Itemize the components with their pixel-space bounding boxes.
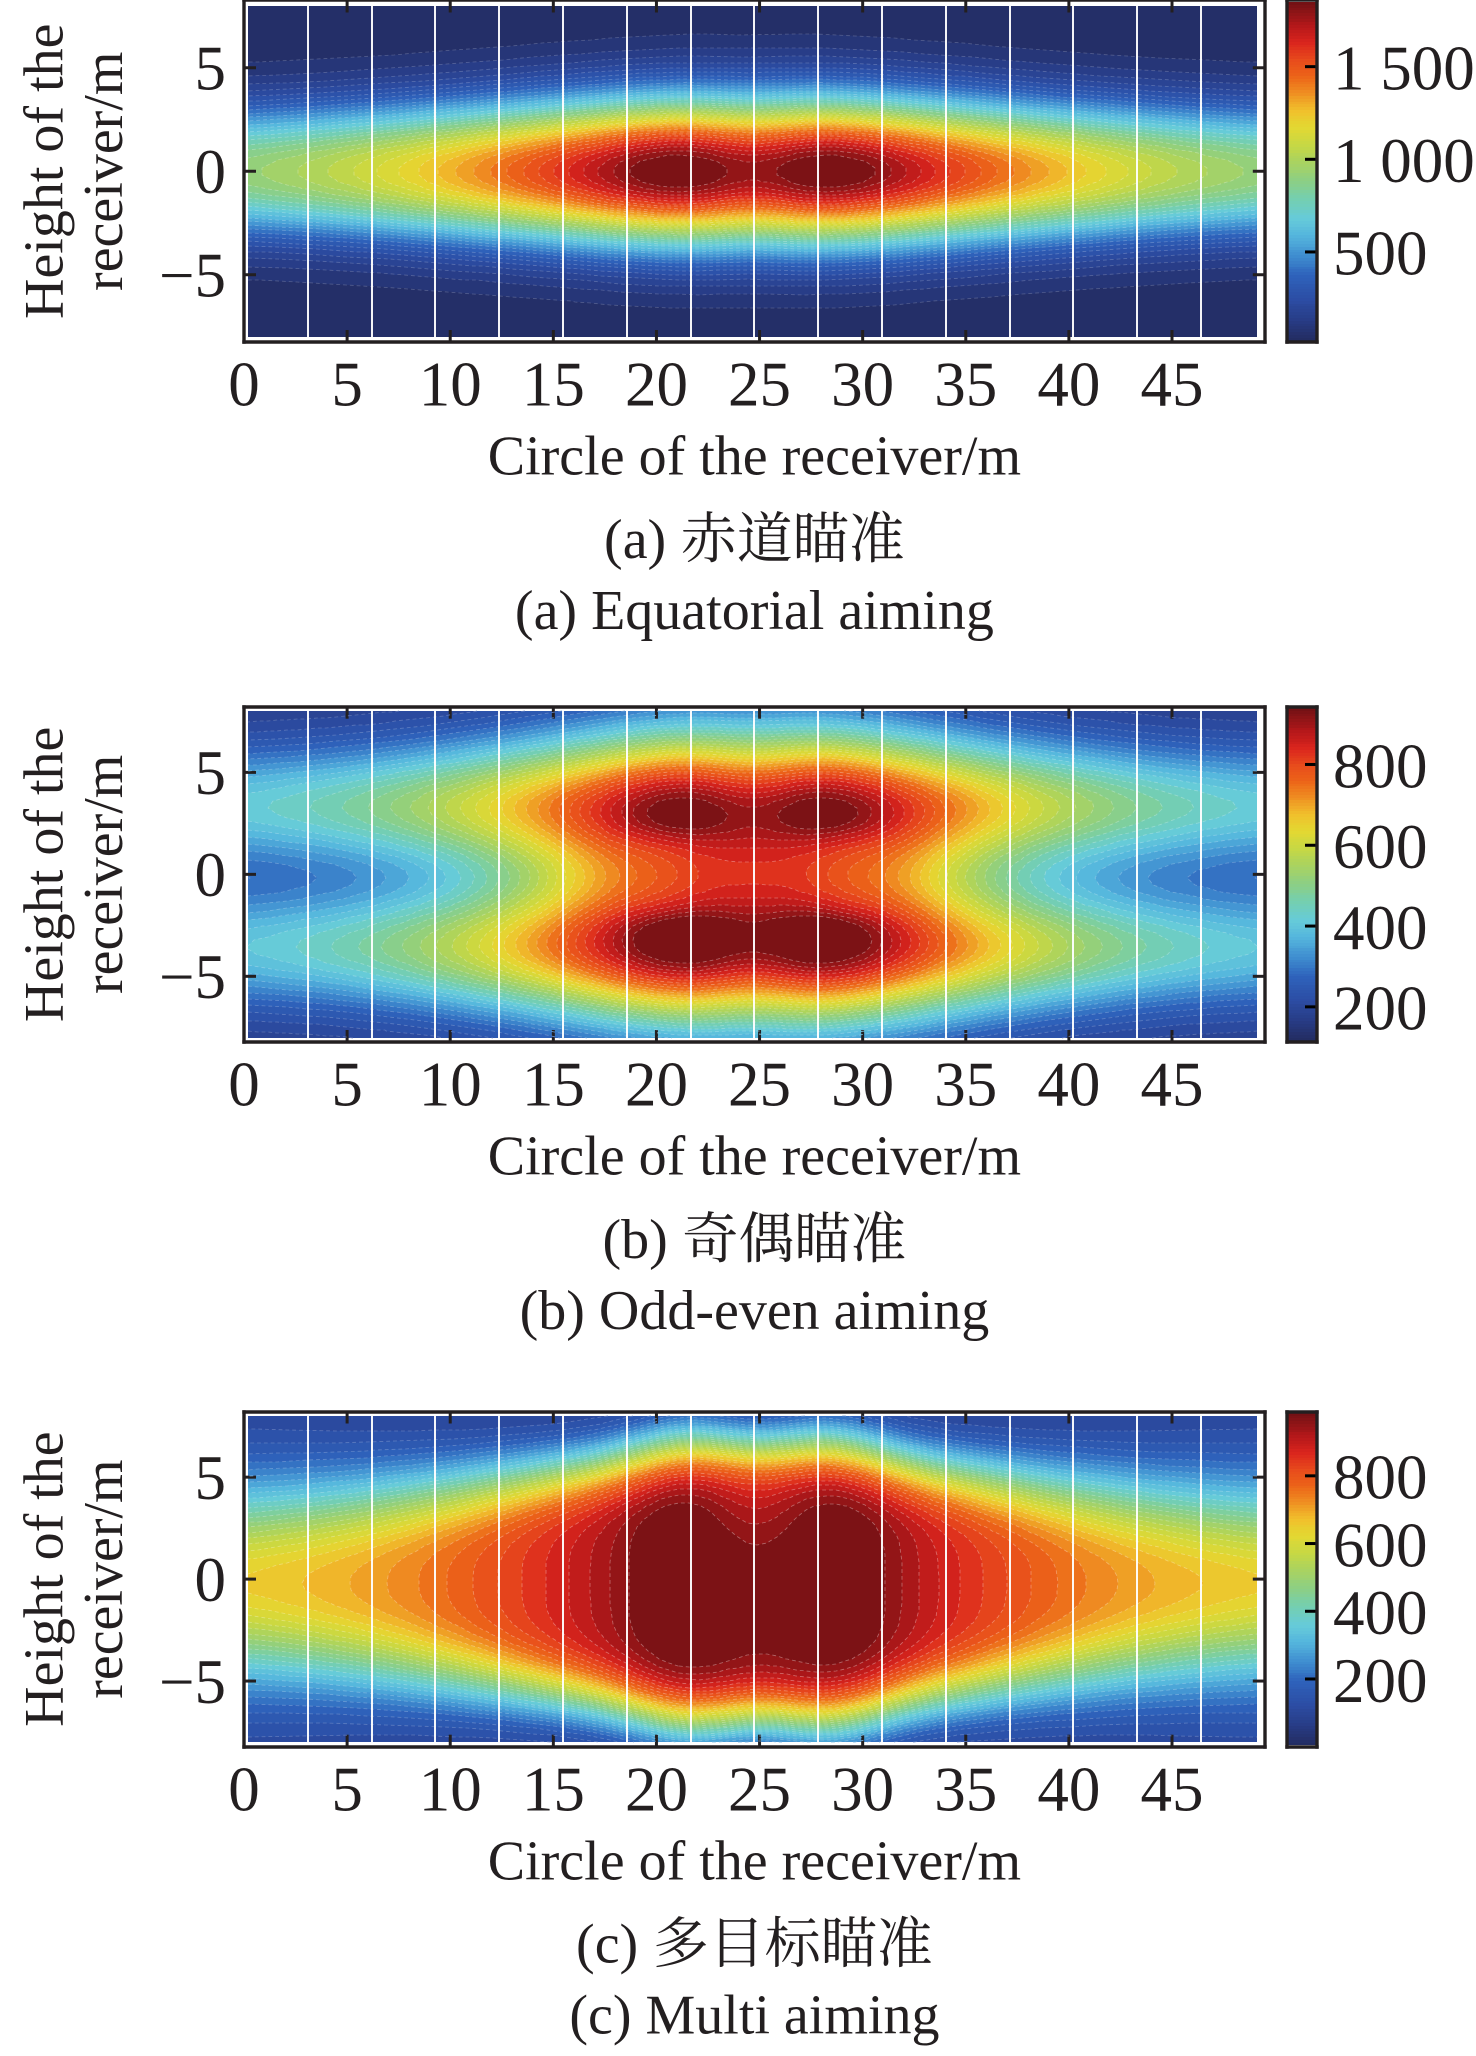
svg-text:800: 800 — [1333, 1443, 1428, 1513]
svg-text:10: 10 — [419, 1754, 482, 1824]
svg-text:40: 40 — [1037, 350, 1100, 420]
svg-text:35: 35 — [934, 350, 997, 420]
svg-text:10: 10 — [419, 1050, 482, 1120]
svg-text:600: 600 — [1333, 1510, 1428, 1580]
svg-text:20: 20 — [625, 1754, 688, 1824]
svg-text:5: 5 — [195, 34, 227, 104]
svg-text:Height of the: Height of the — [14, 24, 76, 319]
svg-text:40: 40 — [1037, 1754, 1100, 1824]
svg-text:15: 15 — [522, 1754, 585, 1824]
svg-text:1 500: 1 500 — [1333, 33, 1475, 103]
svg-text:0: 0 — [228, 1754, 260, 1824]
svg-text:45: 45 — [1141, 1050, 1204, 1120]
svg-text:25: 25 — [728, 1050, 791, 1120]
svg-text:35: 35 — [934, 1050, 997, 1120]
svg-text:−5: −5 — [159, 1647, 226, 1717]
svg-text:5: 5 — [331, 1754, 363, 1824]
svg-text:5: 5 — [195, 738, 227, 808]
svg-text:5: 5 — [331, 350, 363, 420]
svg-text:35: 35 — [934, 1754, 997, 1824]
svg-text:800: 800 — [1333, 731, 1428, 801]
svg-text:15: 15 — [522, 1050, 585, 1120]
svg-text:−5: −5 — [159, 241, 226, 311]
svg-text:Circle of the receiver/m: Circle of the receiver/m — [488, 1830, 1021, 1892]
svg-text:0: 0 — [195, 137, 227, 207]
svg-text:−5: −5 — [159, 942, 226, 1012]
svg-text:0: 0 — [195, 1545, 227, 1615]
svg-text:(a): (a) — [604, 509, 666, 571]
svg-text:5: 5 — [331, 1050, 363, 1120]
svg-text:Circle of the receiver/m: Circle of the receiver/m — [488, 426, 1021, 488]
svg-text:(b): (b) — [602, 1209, 667, 1271]
svg-text:0: 0 — [195, 840, 227, 910]
svg-text:20: 20 — [625, 350, 688, 420]
svg-text:45: 45 — [1141, 1754, 1204, 1824]
svg-text:600: 600 — [1333, 812, 1428, 882]
svg-text:0: 0 — [228, 1050, 260, 1120]
svg-text:200: 200 — [1333, 1646, 1428, 1716]
svg-text:Height of the: Height of the — [14, 727, 76, 1022]
svg-text:15: 15 — [522, 350, 585, 420]
svg-text:400: 400 — [1333, 893, 1428, 963]
svg-text:Circle of the receiver/m: Circle of the receiver/m — [488, 1126, 1021, 1188]
svg-text:30: 30 — [831, 1754, 894, 1824]
svg-text:5: 5 — [195, 1443, 227, 1513]
svg-text:40: 40 — [1037, 1050, 1100, 1120]
svg-text:1 000: 1 000 — [1333, 126, 1475, 196]
svg-text:30: 30 — [831, 350, 894, 420]
svg-text:10: 10 — [419, 350, 482, 420]
svg-text:(a) Equatorial aiming: (a) Equatorial aiming — [515, 580, 994, 642]
svg-text:200: 200 — [1333, 974, 1428, 1044]
svg-text:(b) Odd-even aiming: (b) Odd-even aiming — [520, 1280, 990, 1342]
svg-text:500: 500 — [1333, 219, 1428, 289]
svg-text:receiver/m: receiver/m — [73, 1459, 135, 1698]
svg-text:400: 400 — [1333, 1578, 1428, 1648]
svg-text:Height of the: Height of the — [14, 1431, 76, 1726]
svg-text:receiver/m: receiver/m — [73, 52, 135, 291]
svg-text:20: 20 — [625, 1050, 688, 1120]
svg-text:0: 0 — [228, 350, 260, 420]
svg-text:(c) Multi aiming: (c) Multi aiming — [569, 1985, 939, 2047]
svg-text:25: 25 — [728, 1754, 791, 1824]
svg-text:30: 30 — [831, 1050, 894, 1120]
svg-text:25: 25 — [728, 350, 791, 420]
svg-text:(c): (c) — [576, 1914, 638, 1976]
svg-text:45: 45 — [1141, 350, 1204, 420]
svg-text:receiver/m: receiver/m — [73, 755, 135, 994]
